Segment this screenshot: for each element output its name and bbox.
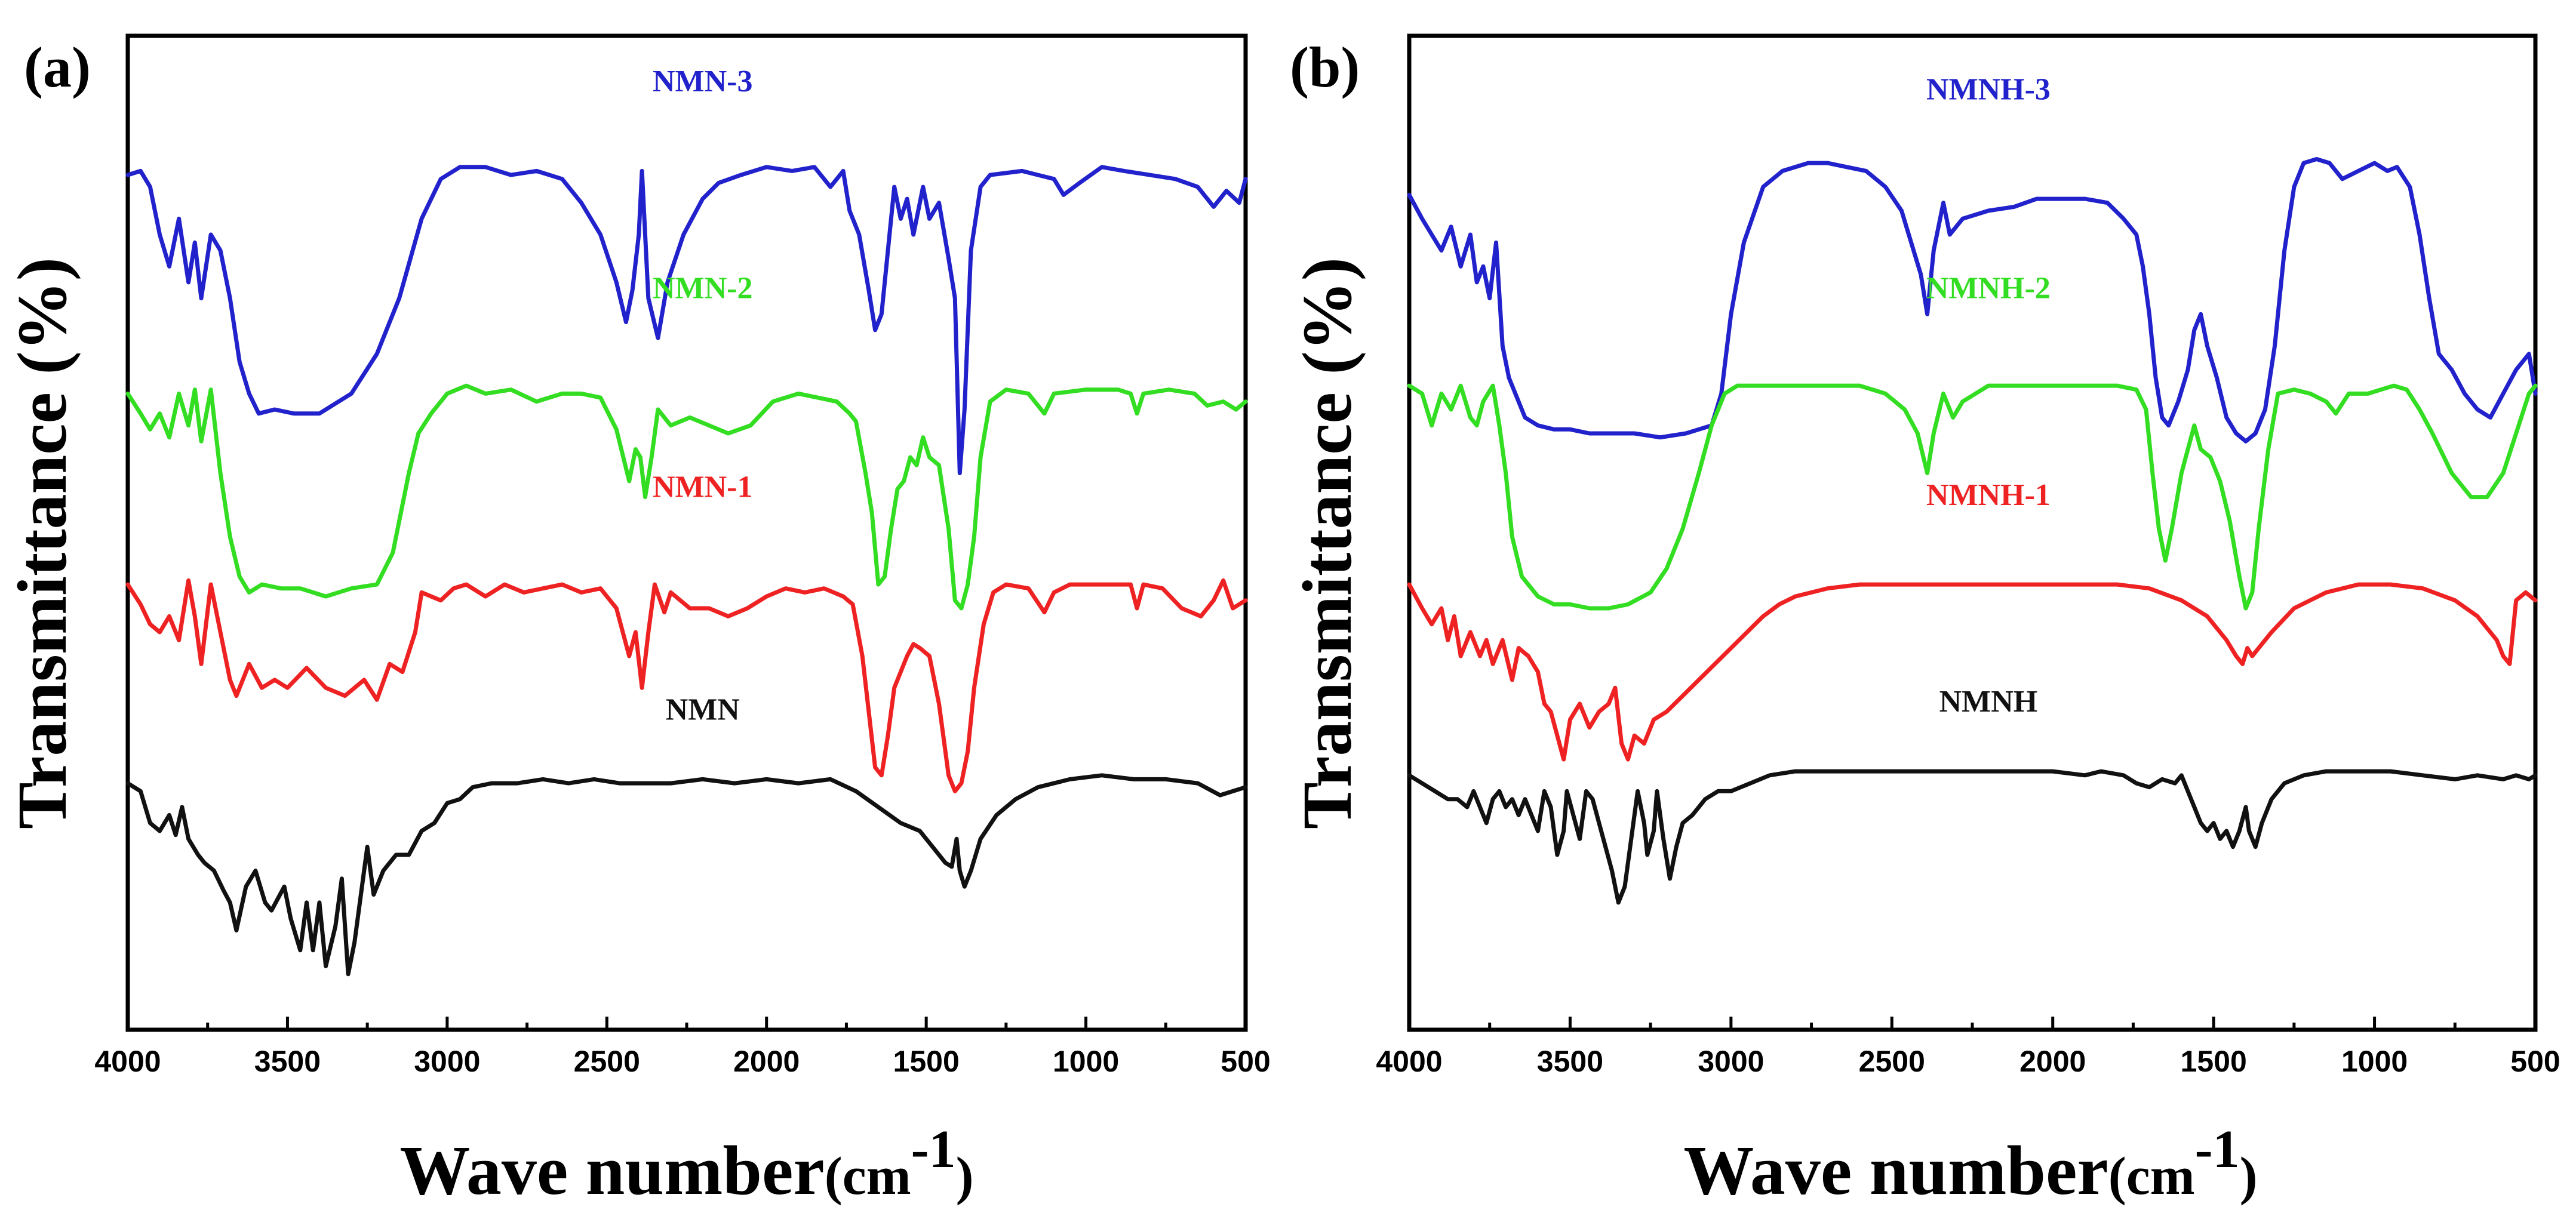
series-label-nmn-3: NMN-3 <box>653 64 753 98</box>
series-line-nmn <box>125 773 1248 977</box>
x-tick-label-b-7: 500 <box>2510 1045 2560 1078</box>
series-line-nmnh <box>1407 769 2538 905</box>
x-axis-unit-a: (cm <box>825 1147 911 1206</box>
x-tick-label-a-0: 4000 <box>94 1045 161 1078</box>
x-tick-label-a-6: 1000 <box>1053 1045 1119 1078</box>
x-tick-label-a-1: 3500 <box>254 1045 321 1078</box>
plot-frame-b <box>1407 33 2538 1032</box>
x-axis-label-text-b: Wave number <box>1683 1131 2108 1209</box>
x-ticks-a <box>126 1017 1247 1030</box>
x-axis-close-b: ) <box>2240 1147 2258 1206</box>
series-label-nmnh-1: NMNH-1 <box>1926 478 2051 512</box>
x-tick-label-b-6: 1000 <box>2341 1045 2408 1078</box>
series-line-nmn-1 <box>125 578 1248 793</box>
x-tick-label-a-4: 2000 <box>733 1045 800 1078</box>
x-tick-label-b-5: 1500 <box>2181 1045 2247 1078</box>
panel-b: (b) Transmittance (%) 4000 3500 3000 2500 20… <box>1288 33 2560 1209</box>
y-axis-label-b: Transmittance (%) <box>1288 257 1366 829</box>
x-tick-label-b-4: 2000 <box>2019 1045 2086 1078</box>
series-lines-a <box>125 165 1248 977</box>
x-tick-labels-b: 4000 3500 3000 2500 2000 1500 1000 500 <box>1376 1045 2560 1078</box>
x-tick-label-b-0: 4000 <box>1376 1045 1442 1078</box>
panel-label-a: (a) <box>24 35 91 99</box>
y-axis-label-a: Transmittance (%) <box>3 257 81 829</box>
x-axis-label-b: Wave number(cm-1) <box>1683 1120 2257 1209</box>
x-tick-label-a-7: 500 <box>1221 1045 1270 1078</box>
series-lines-b <box>1407 157 2538 905</box>
series-label-nmnh-2: NMNH-2 <box>1926 272 2051 306</box>
series-label-nmnh-3: NMNH-3 <box>1926 73 2051 107</box>
x-axis-close-a: ) <box>956 1147 974 1206</box>
x-tick-label-b-1: 3500 <box>1537 1045 1603 1078</box>
series-label-nmn: NMN <box>666 693 740 727</box>
series-line-nmnh-2 <box>1407 383 2538 611</box>
series-labels-a: NMN-3 NMN-2 NMN-1 NMN <box>653 64 753 726</box>
x-tick-label-a-3: 2500 <box>574 1045 640 1078</box>
x-axis-exponent-b: -1 <box>2195 1120 2240 1179</box>
series-labels-b: NMNH-3 NMNH-2 NMNH-1 NMNH <box>1926 73 2051 719</box>
x-axis-exponent-a: -1 <box>911 1120 956 1179</box>
series-line-nmnh-1 <box>1407 582 2538 762</box>
panel-label-b: (b) <box>1290 35 1360 99</box>
x-tick-label-a-2: 3000 <box>414 1045 480 1078</box>
series-label-nmnh: NMNH <box>1939 685 2038 719</box>
x-tick-label-b-3: 2500 <box>1859 1045 1925 1078</box>
series-label-nmn-1: NMN-1 <box>653 470 753 504</box>
x-tick-label-a-5: 1500 <box>893 1045 960 1078</box>
x-tick-labels-a: 4000 3500 3000 2500 2000 1500 1000 500 <box>94 1045 1270 1078</box>
series-label-nmn-2: NMN-2 <box>653 272 753 306</box>
series-line-nmnh-3 <box>1407 157 2538 444</box>
x-ticks-b <box>1407 1017 2537 1030</box>
series-line-nmn-3 <box>125 165 1248 476</box>
x-axis-unit-b: (cm <box>2108 1147 2195 1206</box>
x-tick-label-b-2: 3000 <box>1698 1045 1764 1078</box>
x-axis-label-a: Wave number(cm-1) <box>399 1120 973 1209</box>
series-line-nmn-2 <box>125 383 1248 611</box>
x-axis-label-text-a: Wave number <box>399 1131 824 1209</box>
panel-a: (a) Transmittance (%) 4000 3500 3000 2500 20… <box>3 33 1271 1209</box>
